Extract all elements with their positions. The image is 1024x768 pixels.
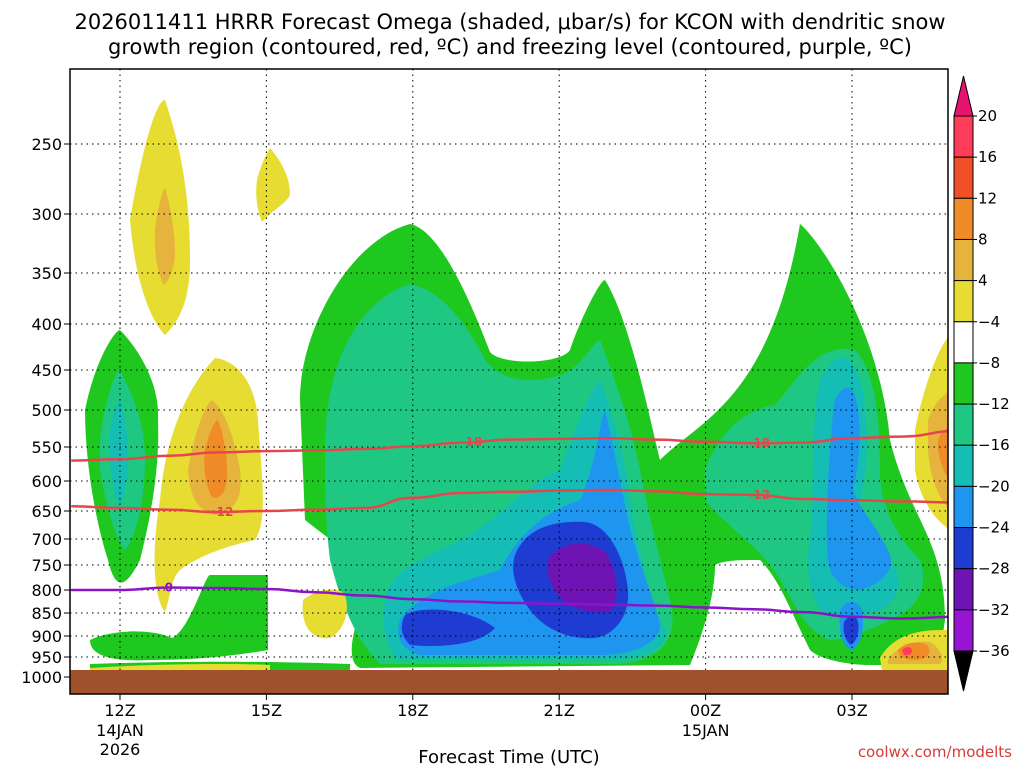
colorbar-label: 4 [978, 272, 988, 290]
x-tick-sublabel-year: 2026 [100, 740, 141, 759]
colorbar-label: −8 [978, 354, 1000, 372]
x-tick-sublabel: 14JAN [96, 721, 144, 740]
colorbar-label: 16 [978, 148, 997, 166]
x-tick-label: 00Z [690, 701, 721, 720]
omega-region-orange-mid [204, 420, 228, 498]
dgz-minus12-contour-label: -12 [212, 505, 234, 519]
x-tick-sublabel: 15JAN [682, 721, 730, 740]
colorbar-label: 12 [978, 189, 997, 207]
x-tick-label: 15Z [251, 701, 282, 720]
omega-region-red-low-right [902, 647, 912, 656]
y-tick-label: 850 [31, 604, 62, 623]
colorbar-swatch [953, 197, 974, 240]
chart-title-line2: growth region (contoured, red, ºC) and f… [108, 35, 912, 59]
y-tick-label: 400 [31, 315, 62, 334]
colorbar-top-arrow [953, 75, 974, 117]
y-tick-label: 900 [31, 627, 62, 646]
y-tick-label: 450 [31, 361, 62, 380]
credit-text: coolwx.com/modelts [858, 743, 1012, 761]
dgz-minus12-contour [71, 488, 948, 514]
y-tick-label: 750 [31, 556, 62, 575]
x-tick-label: 03Z [836, 701, 867, 720]
colorbar-swatch [953, 321, 974, 364]
omega-region-purple [547, 543, 617, 613]
omega-region-yellow-surface [90, 664, 270, 670]
x-axis-label: Forecast Time (UTC) [418, 747, 599, 768]
y-tick-label: 300 [31, 205, 62, 224]
colorbar-label: −36 [978, 642, 1010, 660]
x-tick-label: 12Z [104, 701, 135, 720]
colorbar-swatch [953, 280, 974, 323]
colorbar-swatch [953, 568, 974, 611]
omega-region-yellow-low [302, 589, 347, 639]
colorbar: 20 16 12 8 4 −4 −8 −12 −16 −20 −24 −28 −32 −36 [953, 75, 1010, 692]
contour-lines: -18 -18 -12 -12 0 [71, 429, 948, 620]
dgz-minus18-contour-label: -18 [748, 436, 770, 450]
colorbar-label: −32 [978, 601, 1010, 619]
colorbar-label: 20 [978, 107, 997, 125]
colorbar-swatch [953, 115, 974, 158]
dgz-minus12-contour-label: -12 [748, 488, 770, 502]
omega-region-orange-low-right [898, 642, 930, 660]
dgz-minus18-contour [71, 429, 948, 462]
dgz-minus18-contour-label: -18 [461, 435, 483, 449]
colorbar-label: 8 [978, 230, 988, 248]
y-tick-label: 650 [31, 502, 62, 521]
x-tick-label: 21Z [544, 701, 575, 720]
y-tick-label: 550 [31, 438, 62, 457]
freezing-level-contour-label: 0 [165, 581, 173, 595]
colorbar-label: −28 [978, 560, 1010, 578]
y-tick-label: 700 [31, 530, 62, 549]
colorbar-swatch [953, 156, 974, 199]
freezing-level-contour [71, 586, 948, 620]
x-tick-label: 18Z [397, 701, 428, 720]
omega-region-cyan-left [110, 400, 128, 505]
y-tick-label: 1000 [21, 668, 62, 687]
omega-region-yellow-upper2 [256, 148, 290, 222]
y-tick-label: 800 [31, 581, 62, 600]
y-tick-label: 500 [31, 401, 62, 420]
colorbar-swatch [953, 609, 974, 652]
colorbar-swatch [953, 527, 974, 570]
omega-region-darkblue-right [843, 616, 859, 645]
grid [70, 69, 948, 670]
colorbar-swatch [953, 444, 974, 487]
colorbar-label: −12 [978, 395, 1010, 413]
ground-surface [70, 670, 948, 694]
colorbar-label: −4 [978, 313, 1000, 331]
omega-region-green-low [90, 575, 268, 661]
y-axis: 250 300 350 400 450 500 550 600 650 700 750 800 850 9… [21, 135, 70, 687]
plot-frame [69, 68, 949, 695]
y-tick-label: 250 [31, 135, 62, 154]
y-tick-label: 950 [31, 648, 62, 667]
colorbar-bottom-arrow [953, 650, 974, 692]
colorbar-swatch [953, 403, 974, 446]
omega-region-darkblue [401, 609, 495, 647]
colorbar-swatch [953, 238, 974, 282]
colorbar-label: −24 [978, 519, 1010, 537]
omega-region-gold-upper [154, 188, 175, 285]
colorbar-swatch [953, 485, 974, 529]
colorbar-swatch [953, 362, 974, 405]
omega-region-orange-right [938, 428, 948, 478]
y-tick-label: 350 [31, 264, 62, 283]
omega-shading [70, 100, 948, 694]
colorbar-label: −20 [978, 477, 1010, 495]
colorbar-label: −16 [978, 436, 1010, 454]
y-tick-label: 600 [31, 472, 62, 491]
chart-title-line1: 2026011411 HRRR Forecast Omega (shaded, … [74, 10, 945, 34]
